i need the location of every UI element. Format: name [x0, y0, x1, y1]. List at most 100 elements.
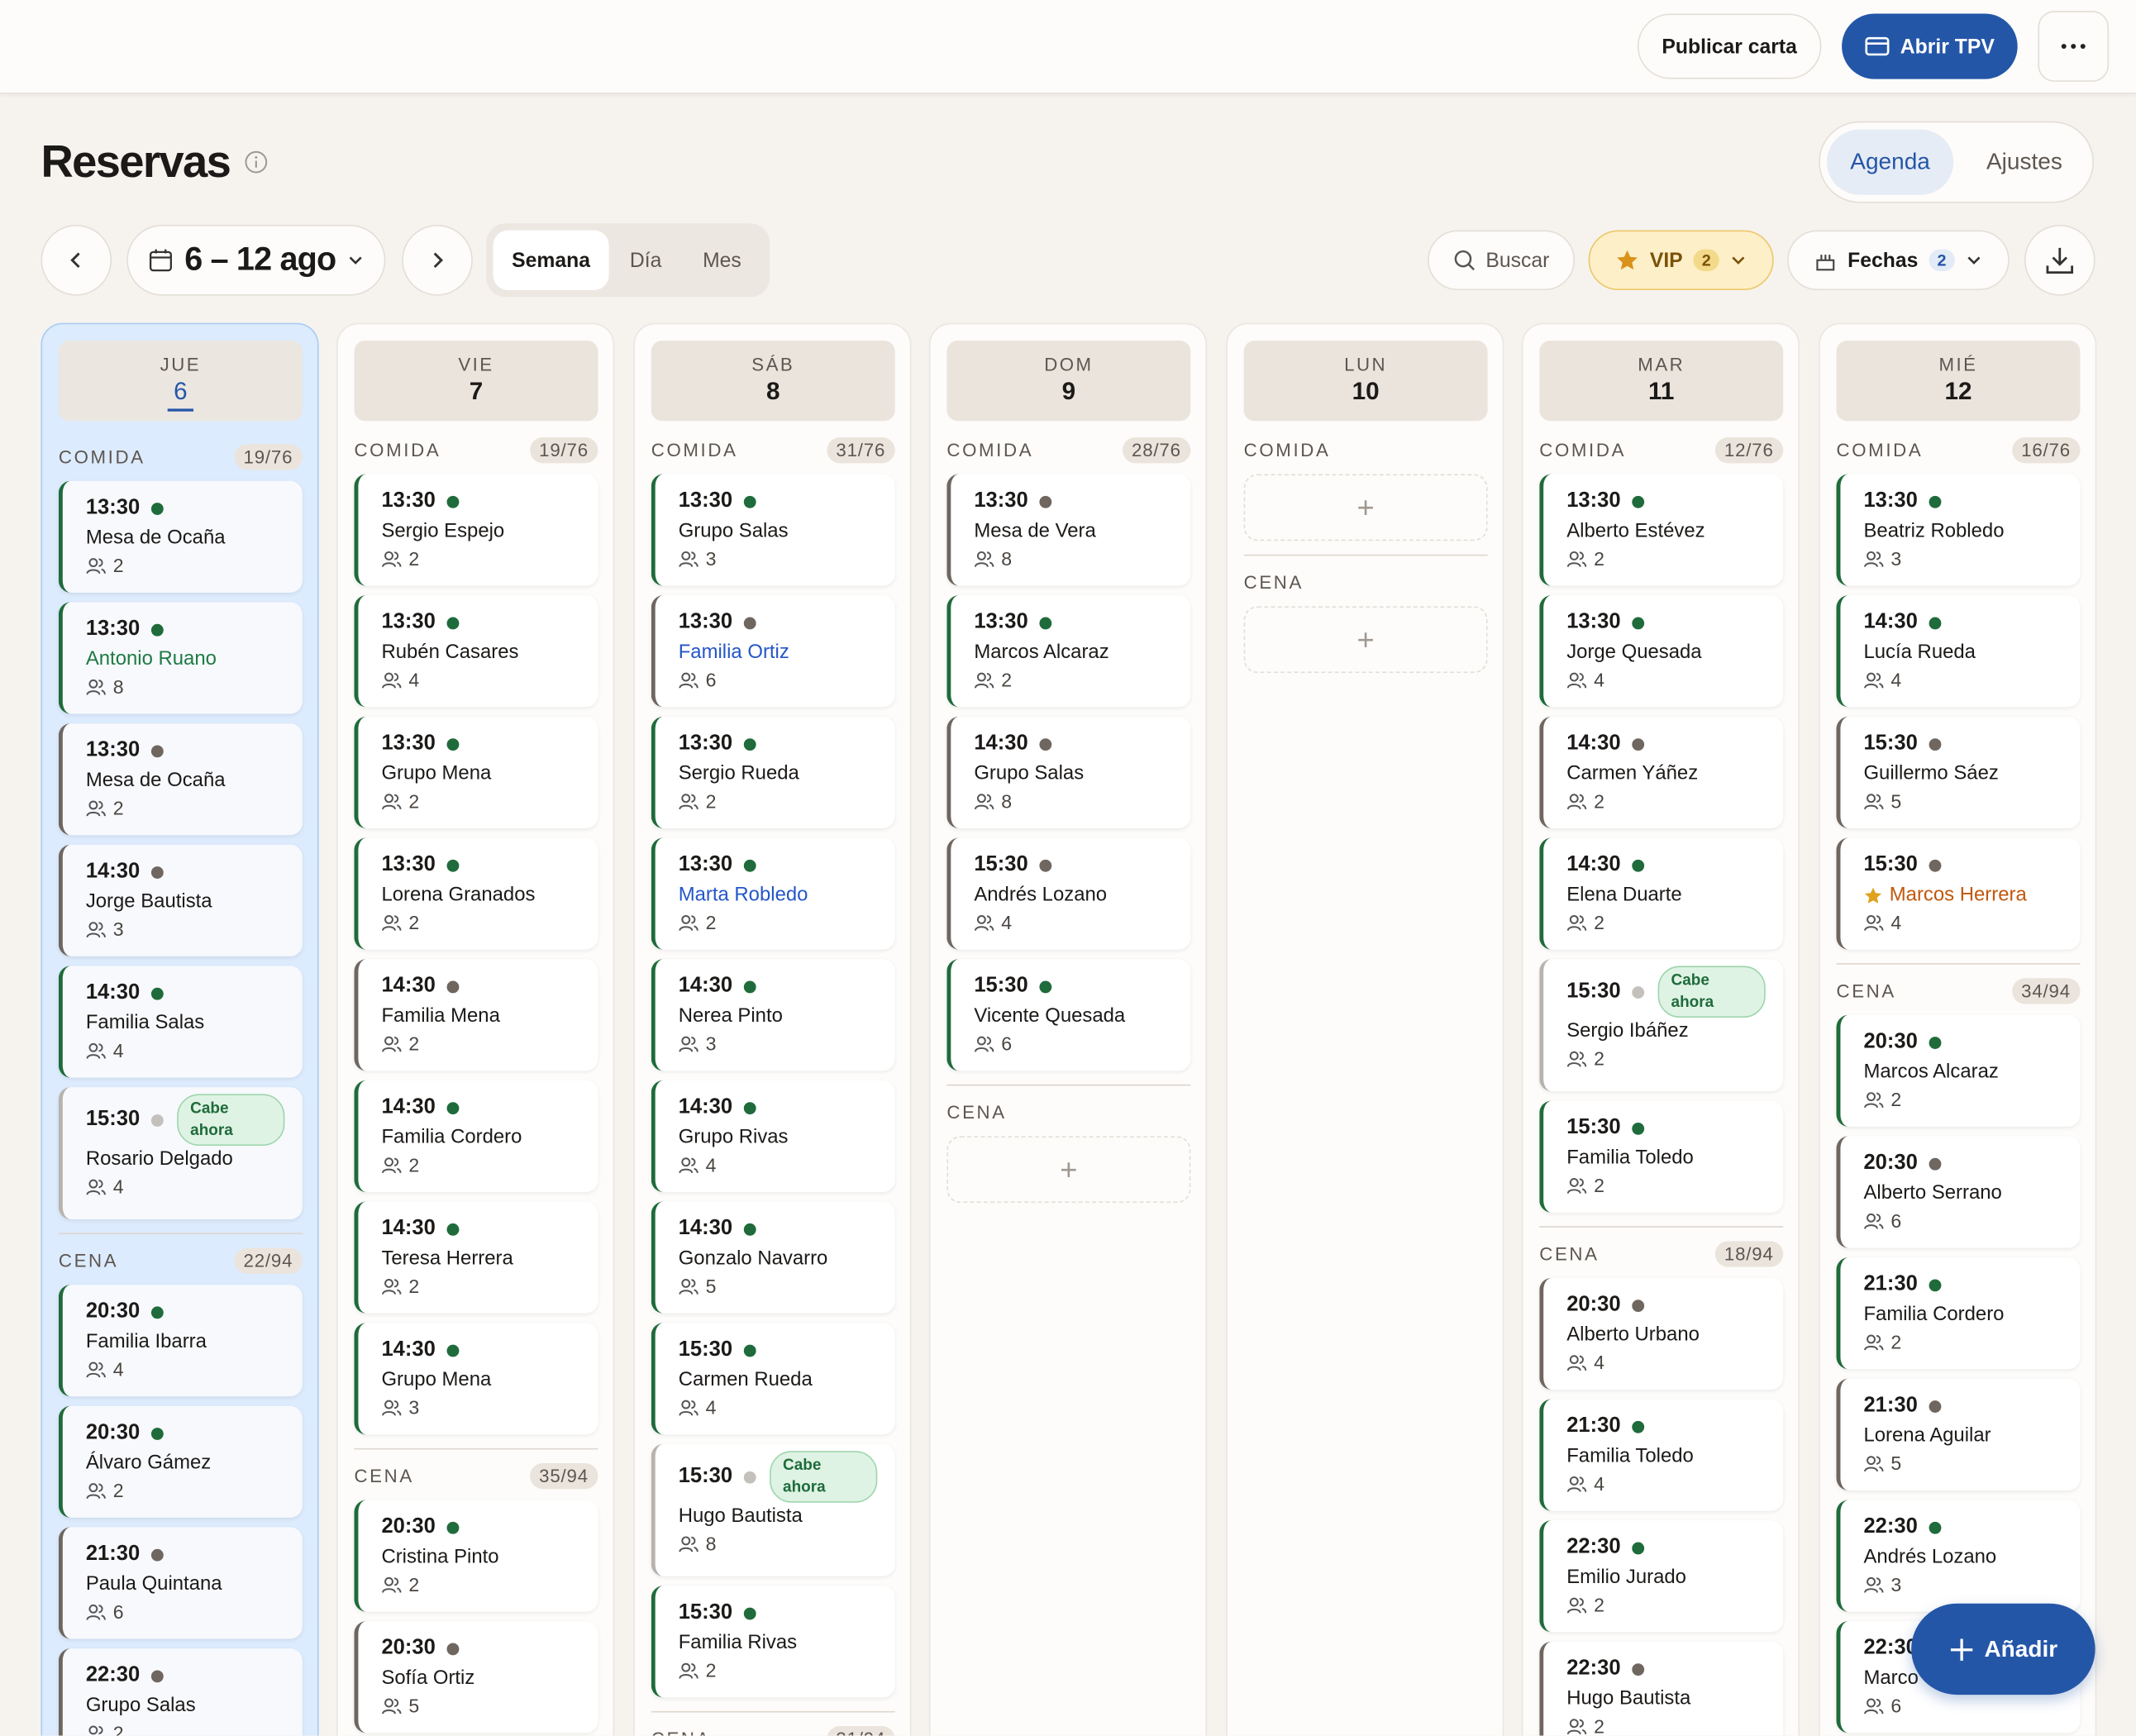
reservation-card[interactable]: 22:30 Hugo Bautista 2	[1539, 1641, 1784, 1736]
reservation-card[interactable]: 13:30 Sergio Espejo 2	[354, 474, 598, 586]
vip-filter[interactable]: VIP 2	[1588, 230, 1774, 291]
reservation-card[interactable]: 14:30 Nerea Pinto 3	[651, 959, 895, 1071]
reservation-card[interactable]: 13:30 Alberto Estévez 2	[1539, 474, 1784, 586]
reservation-card[interactable]: 14:30 Grupo Rivas 4	[651, 1080, 895, 1192]
reservation-card[interactable]: 21:30 Familia Toledo 4	[1539, 1399, 1784, 1511]
view-week[interactable]: Semana	[493, 230, 609, 291]
section-header: CENA 31/94	[651, 1724, 895, 1736]
date-range[interactable]: 6 – 12 ago	[126, 224, 386, 296]
tpv-button[interactable]: Abrir TPV	[1842, 13, 2018, 79]
reservation-time-row: 20:30	[1566, 1293, 1783, 1318]
reservation-card[interactable]: 20:30 Familia Ibarra 4	[58, 1285, 303, 1397]
guest-count: 8	[112, 675, 124, 698]
reservation-name-row: Familia Toledo	[1566, 1446, 1783, 1467]
reservation-card[interactable]: 14:30 Teresa Herrera 2	[354, 1201, 598, 1314]
reservation-card[interactable]: 14:30 Familia Mena 2	[354, 959, 598, 1071]
reservation-card[interactable]: 13:30 Grupo Salas 3	[651, 474, 895, 586]
reservation-card[interactable]: 22:30 Andrés Lozano 3	[1836, 1500, 2081, 1612]
reservation-name-row: Marcos Herrera	[1863, 885, 2080, 906]
reservation-card[interactable]: 15:30 Guillermo Sáez 5	[1836, 716, 2081, 828]
reservation-time-row: 13:30	[86, 618, 303, 642]
reservation-card[interactable]: 22:30 Emilio Jurado 2	[1539, 1520, 1784, 1633]
reservation-card[interactable]: 21:30 Lorena Aguilar 5	[1836, 1378, 2081, 1490]
reservation-card[interactable]: 20:30 Sofía Ortiz 5	[354, 1621, 598, 1734]
reservation-time-row: 15:30 Cabe ahora	[679, 1451, 895, 1503]
view-month[interactable]: Mes	[703, 248, 741, 272]
guest-count: 4	[1890, 669, 1902, 691]
reservation-card[interactable]: 13:30 Sergio Rueda 2	[651, 716, 895, 828]
download-button[interactable]	[2024, 224, 2095, 296]
reservation-card[interactable]: 15:30 Marcos Herrera 4	[1836, 837, 2081, 950]
tab-ajustes[interactable]: Ajustes	[1986, 148, 2062, 174]
reservation-card[interactable]: 15:30 Familia Rivas 2	[651, 1586, 895, 1698]
add-button[interactable]: Añadir	[1911, 1603, 2095, 1695]
prev-button[interactable]	[41, 224, 112, 296]
reservation-name: Cristina Pinto	[381, 1546, 499, 1568]
reservation-card[interactable]: 15:30 Cabe ahora Rosario Delgado 4	[58, 1087, 303, 1219]
view-day[interactable]: Día	[629, 248, 662, 272]
empty-slot[interactable]: +	[946, 1136, 1191, 1204]
reservation-name-row: Emilio Jurado	[1566, 1567, 1783, 1588]
reservation-card[interactable]: 14:30 Grupo Mena 3	[354, 1323, 598, 1435]
reservation-card[interactable]: 13:30 Jorge Quesada 4	[1539, 595, 1784, 708]
reservation-card[interactable]: 13:30 Marta Robledo 2	[651, 837, 895, 950]
day-header: VIE 7	[354, 341, 598, 422]
reservation-name: Jorge Bautista	[85, 890, 212, 913]
reservation-card[interactable]: 15:30 Familia Toledo 2	[1539, 1100, 1784, 1213]
status-dot	[446, 1101, 459, 1114]
reservation-card[interactable]: 13:30 Marcos Alcaraz 2	[946, 595, 1191, 708]
reservation-guests: 4	[1566, 1352, 1783, 1373]
reservation-card[interactable]: 13:30 Mesa de Ocaña 2	[58, 480, 303, 593]
reservation-card[interactable]: 20:30 Cristina Pinto 2	[354, 1500, 598, 1612]
calendar-icon	[150, 249, 173, 272]
reservation-card[interactable]: 20:30 Álvaro Gámez 2	[58, 1405, 303, 1518]
publish-button[interactable]: Publicar carta	[1637, 13, 1822, 79]
more-button[interactable]	[2038, 11, 2110, 82]
reservation-card[interactable]: 20:30 Alberto Serrano 6	[1836, 1136, 2081, 1248]
reservation-card[interactable]: 15:30 Vicente Quesada 6	[946, 959, 1191, 1071]
reservation-card[interactable]: 13:30 Lorena Granados 2	[354, 837, 598, 950]
reservation-name-row: Mesa de Vera	[974, 521, 1190, 542]
reservation-card[interactable]: 20:30 Alberto Urbano 4	[1539, 1277, 1784, 1390]
reservation-card[interactable]: 14:30 Familia Salas 4	[58, 966, 303, 1078]
reservation-card[interactable]: 14:30 Jorge Bautista 3	[58, 844, 303, 956]
reservation-card[interactable]: 14:30 Grupo Salas 8	[946, 716, 1191, 828]
reservation-card[interactable]: 15:30 Cabe ahora Hugo Bautista 8	[651, 1443, 895, 1576]
reservation-card[interactable]: 13:30 Mesa de Ocaña 2	[58, 723, 303, 836]
reservation-card[interactable]: 14:30 Lucía Rueda 4	[1836, 595, 2081, 708]
reservation-card[interactable]: 21:30 Familia Cordero 2	[1836, 1257, 2081, 1370]
reservation-card[interactable]: 15:30 Andrés Lozano 4	[946, 837, 1191, 950]
reservation-card[interactable]: 13:30 Beatriz Robledo 3	[1836, 474, 2081, 586]
reservation-card[interactable]: 13:30 Rubén Casares 4	[354, 595, 598, 708]
reservation-card[interactable]: 14:30 Carmen Yáñez 2	[1539, 716, 1784, 828]
reservation-card[interactable]: 13:30 Grupo Mena 2	[354, 716, 598, 828]
tab-agenda[interactable]: Agenda	[1826, 129, 1954, 195]
page-title: Reservas	[41, 136, 231, 187]
reservation-card[interactable]: 13:30 Familia Ortiz 6	[651, 595, 895, 708]
reservation-time-row: 15:30	[974, 853, 1190, 878]
reservation-name: Familia Cordero	[1863, 1304, 2005, 1326]
guest-count: 4	[112, 1039, 124, 1061]
next-button[interactable]	[402, 224, 473, 296]
reservation-card[interactable]: 13:30 Mesa de Vera 8	[946, 474, 1191, 586]
empty-slot[interactable]: +	[1243, 474, 1488, 541]
reservation-time-row: 15:30	[974, 974, 1190, 999]
reservation-card[interactable]: 14:30 Elena Duarte 2	[1539, 837, 1784, 950]
section-divider	[58, 1233, 303, 1235]
reservation-name-row: Álvaro Gámez	[86, 1452, 303, 1474]
search[interactable]: Buscar	[1428, 230, 1576, 291]
empty-slot[interactable]: +	[1243, 606, 1488, 674]
reservation-card[interactable]: 15:30 Cabe ahora Sergio Ibáñez 2	[1539, 959, 1784, 1092]
reservation-card[interactable]: 13:30 Antonio Ruano 8	[58, 602, 303, 714]
reservation-guests: 4	[1566, 1472, 1783, 1495]
status-dot	[446, 980, 459, 993]
reservation-name-row: Gonzalo Navarro	[679, 1248, 895, 1270]
reservation-card[interactable]: 21:30 Paula Quintana 6	[58, 1527, 303, 1639]
reservation-card[interactable]: 14:30 Familia Cordero 2	[354, 1080, 598, 1192]
reservation-card[interactable]: 15:30 Carmen Rueda 4	[651, 1323, 895, 1435]
reservation-card[interactable]: 20:30 Marcos Alcaraz 2	[1836, 1014, 2081, 1127]
status-dot	[150, 1669, 164, 1682]
reservation-card[interactable]: 22:30 Grupo Salas 2	[58, 1648, 303, 1736]
reservation-card[interactable]: 14:30 Gonzalo Navarro 5	[651, 1201, 895, 1314]
dates-filter[interactable]: Fechas 2	[1787, 230, 2010, 291]
